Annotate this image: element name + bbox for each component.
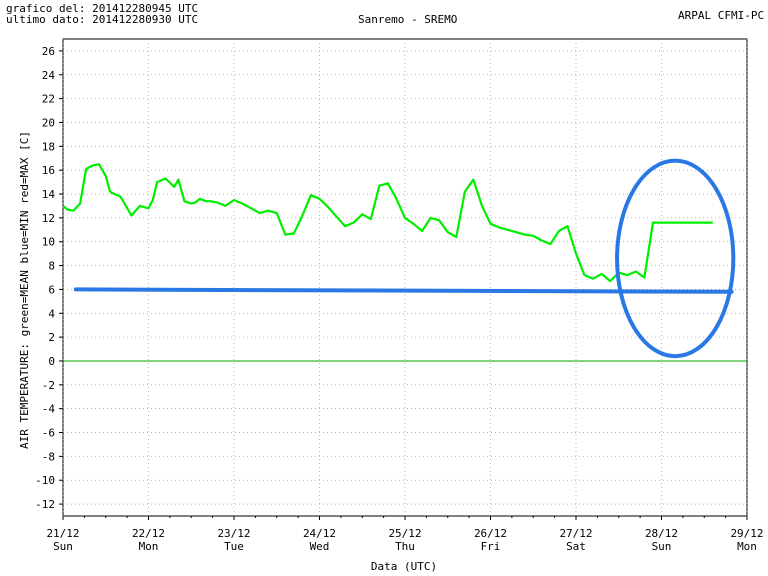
grafico-del-label: grafico del: 201412280945 UTC: [6, 3, 198, 14]
ultimo-dato-label: ultimo dato: 201412280930 UTC: [6, 14, 198, 25]
y-tick-label: 26: [42, 45, 55, 58]
y-tick-label: 10: [42, 236, 55, 249]
x-tick-day-label: Sun: [652, 540, 672, 553]
station-title: Sanremo - SREMO: [358, 13, 458, 26]
source-label: ARPAL CFMI-PC: [678, 9, 765, 22]
y-tick-label: 8: [48, 260, 55, 273]
x-tick-date-label: 21/12: [46, 527, 79, 540]
x-tick-date-label: 24/12: [303, 527, 336, 540]
tick-layer: -12-10-8-6-4-20246810121416182022242621/…: [35, 45, 763, 553]
x-tick-day-label: Sun: [53, 540, 73, 553]
x-tick-date-label: 23/12: [217, 527, 250, 540]
y-tick-label: 14: [42, 188, 56, 201]
annotation-layer: [73, 158, 736, 359]
x-tick-day-label: Sat: [566, 540, 586, 553]
x-tick-date-label: 29/12: [730, 527, 763, 540]
y-tick-label: 2: [48, 331, 55, 344]
grafico-del-text: grafico del:: [6, 2, 86, 15]
y-tick-label: 12: [42, 212, 55, 225]
x-tick-date-label: 26/12: [474, 527, 507, 540]
x-tick-day-label: Thu: [395, 540, 415, 553]
x-tick-date-label: 28/12: [645, 527, 678, 540]
x-tick-date-label: 22/12: [132, 527, 165, 540]
y-tick-label: -2: [42, 379, 55, 392]
y-tick-label: 18: [42, 140, 55, 153]
y-tick-label: -8: [42, 450, 55, 463]
y-tick-label: -4: [42, 403, 56, 416]
y-tick-label: 22: [42, 93, 55, 106]
y-axis-label: AIR TEMPERATURE: green=MEAN blue=MIN red…: [18, 131, 31, 449]
x-tick-date-label: 27/12: [559, 527, 592, 540]
ultimo-dato-value: 201412280930 UTC: [92, 13, 199, 26]
annotation-line: [73, 287, 734, 294]
series-line-mean: [62, 163, 713, 283]
y-tick-label: -12: [35, 498, 55, 511]
x-tick-date-label: 25/12: [388, 527, 421, 540]
x-tick-day-label: Fri: [481, 540, 501, 553]
y-tick-label: 6: [48, 283, 55, 296]
x-tick-day-label: Tue: [224, 540, 244, 553]
x-tick-day-label: Mon: [737, 540, 757, 553]
y-tick-label: 0: [48, 355, 55, 368]
grafico-del-value: 201412280945 UTC: [92, 2, 199, 15]
x-tick-day-label: Mon: [139, 540, 159, 553]
y-tick-label: 20: [42, 116, 55, 129]
y-tick-label: -6: [42, 427, 55, 440]
annotation-ellipse: [615, 158, 736, 359]
y-tick-label: 4: [48, 307, 55, 320]
ultimo-dato-text: ultimo dato:: [6, 13, 86, 26]
x-axis-label: Data (UTC): [371, 560, 437, 573]
x-tick-day-label: Wed: [310, 540, 330, 553]
y-tick-label: 24: [42, 69, 56, 82]
series-layer: [62, 163, 713, 283]
y-tick-label: -10: [35, 474, 55, 487]
y-tick-label: 16: [42, 164, 55, 177]
